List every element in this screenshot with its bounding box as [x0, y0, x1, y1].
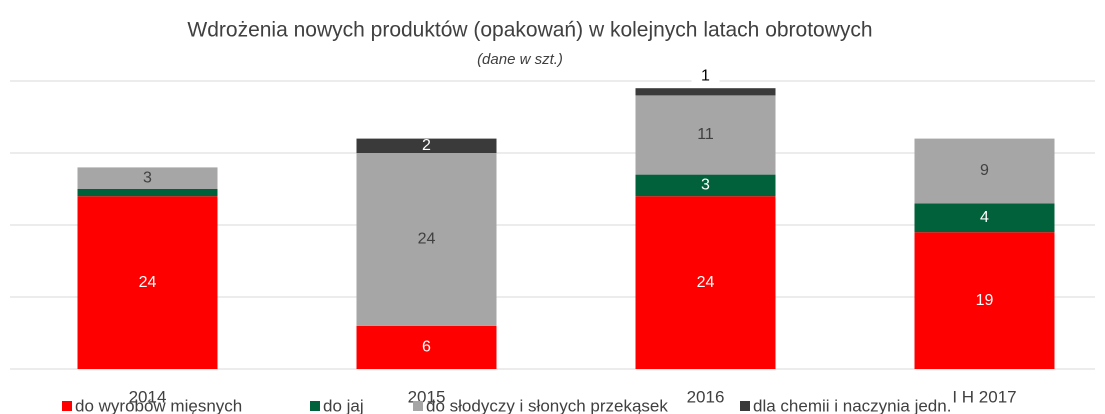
legend-label: do słodyczy i słonych przekąsek: [426, 396, 668, 414]
data-label: 24: [139, 274, 157, 291]
data-label: 1: [701, 67, 710, 84]
bar-segment: [914, 232, 1055, 369]
x-tick-label: I H 2017: [952, 387, 1016, 406]
data-label: 19: [976, 292, 994, 309]
chart-subtitle: (dane w szt.): [477, 51, 563, 68]
data-label: 11: [697, 126, 714, 143]
legend-swatch: [310, 401, 320, 411]
bar-segment: [635, 95, 776, 175]
data-label: 6: [422, 339, 431, 356]
data-label: 24: [418, 231, 436, 248]
bar-segment: [914, 138, 1055, 204]
legend-label: do wyrobów mięsnych: [75, 396, 242, 414]
legend-swatch: [740, 401, 750, 411]
x-tick-label: 2014: [129, 387, 167, 406]
bar-segment: [635, 88, 776, 96]
bar-segment: [914, 203, 1055, 233]
data-label: 2: [422, 137, 431, 154]
label-box: [691, 64, 720, 87]
chart-title: Wdrożenia nowych produktów (opakowań) w …: [187, 19, 872, 42]
x-tick-label: 2016: [687, 387, 725, 406]
bar-segment: [77, 196, 218, 369]
data-label: 3: [701, 177, 710, 194]
bar-segment: [356, 325, 497, 369]
data-label: 24: [697, 274, 715, 291]
data-label: 3: [143, 169, 152, 186]
legend-swatch: [413, 401, 423, 411]
legend-swatch: [62, 401, 72, 411]
data-label: 4: [980, 209, 989, 226]
legend-label: do jaj: [323, 396, 364, 414]
bar-segment: [77, 167, 218, 189]
data-label: 9: [980, 162, 989, 179]
legend-label: dla chemii i naczynia jedn.: [753, 396, 951, 414]
bar-segment: [77, 189, 218, 197]
bar-segment: [356, 153, 497, 326]
bar-segment: [635, 196, 776, 369]
bar-segment: [356, 138, 497, 153]
bar-segment: [635, 174, 776, 197]
